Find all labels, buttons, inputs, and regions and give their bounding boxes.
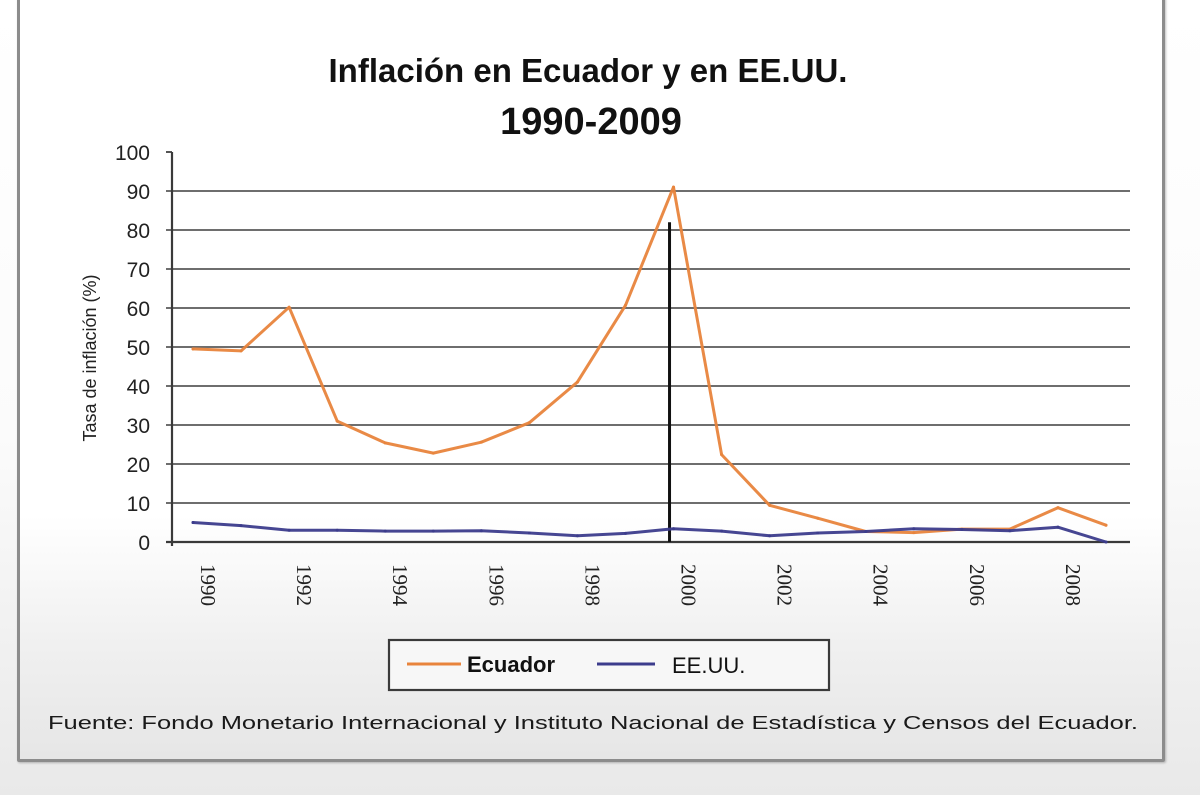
data-point-eeuu xyxy=(383,529,387,533)
data-point-ecuador xyxy=(768,503,772,507)
y-tick-label: 0 xyxy=(138,532,150,555)
y-tick-label: 80 xyxy=(127,220,150,243)
y-tick-label: 10 xyxy=(127,493,150,516)
data-point-ecuador xyxy=(816,516,820,520)
data-point-ecuador xyxy=(1056,506,1060,510)
data-point-eeuu xyxy=(960,528,964,532)
chart-frame xyxy=(17,0,1165,762)
data-point-eeuu xyxy=(431,529,435,533)
x-tick-label: 2002 xyxy=(773,564,797,606)
data-point-eeuu xyxy=(335,528,339,532)
data-point-ecuador xyxy=(479,440,483,444)
data-point-ecuador xyxy=(623,303,627,307)
x-tick-label: 2008 xyxy=(1061,564,1085,606)
data-point-ecuador xyxy=(672,185,676,189)
data-point-eeuu xyxy=(527,531,531,535)
data-point-eeuu xyxy=(239,524,243,528)
data-point-ecuador xyxy=(912,531,916,535)
y-axis-label: Tasa de inflación (%) xyxy=(80,274,100,441)
y-tick-label: 30 xyxy=(127,415,150,438)
series-line-ecuador xyxy=(191,185,1108,535)
axes xyxy=(166,152,1130,546)
x-tick-label: 1996 xyxy=(484,564,508,606)
y-tick-label: 60 xyxy=(127,298,150,321)
x-tick-label: 1994 xyxy=(388,564,412,607)
y-tick-label: 90 xyxy=(127,181,150,204)
legend-label-eeuu: EE.UU. xyxy=(672,653,745,678)
data-point-eeuu xyxy=(1056,525,1060,529)
x-tick-label: 2000 xyxy=(677,564,701,606)
data-point-ecuador xyxy=(239,349,243,353)
y-tick-label: 40 xyxy=(127,376,150,399)
data-point-ecuador xyxy=(383,441,387,445)
series xyxy=(191,185,1108,544)
data-point-ecuador xyxy=(431,451,435,455)
data-point-ecuador xyxy=(335,419,339,423)
data-point-eeuu xyxy=(1104,540,1108,544)
data-point-ecuador xyxy=(575,380,579,384)
data-point-eeuu xyxy=(479,529,483,533)
y-tick-label: 20 xyxy=(127,454,150,477)
x-tick-label: 1998 xyxy=(580,564,604,606)
data-point-eeuu xyxy=(864,529,868,533)
data-point-ecuador xyxy=(720,453,724,457)
data-point-ecuador xyxy=(287,305,291,309)
source-note: Fuente: Fondo Monetario Internacional y … xyxy=(48,712,1138,733)
data-point-ecuador xyxy=(1104,523,1108,527)
data-point-ecuador xyxy=(527,421,531,425)
x-tick-label: 2006 xyxy=(965,564,989,606)
legend: Ecuador EE.UU. xyxy=(387,638,831,692)
gridlines xyxy=(166,151,1130,504)
x-tick-label: 1990 xyxy=(196,564,220,606)
x-axis-ticks: 1990 1992 1994 1996 1998 2000 2002 2004 2006 2008 xyxy=(196,564,1085,607)
x-tick-label: 2004 xyxy=(869,564,893,607)
data-point-eeuu xyxy=(1008,529,1012,533)
chart-title: Inflación en Ecuador y en EE.UU. xyxy=(329,52,848,89)
chart-subtitle: 1990-2009 xyxy=(500,101,682,143)
y-tick-label: 100 xyxy=(115,142,150,165)
data-point-eeuu xyxy=(816,531,820,535)
data-point-eeuu xyxy=(575,534,579,538)
legend-label-ecuador: Ecuador xyxy=(467,652,555,677)
data-point-eeuu xyxy=(623,531,627,535)
data-point-eeuu xyxy=(768,534,772,538)
data-point-eeuu xyxy=(191,521,195,524)
data-point-eeuu xyxy=(672,527,676,531)
data-point-eeuu xyxy=(720,529,724,533)
series-line-eeuu xyxy=(191,521,1108,544)
data-point-eeuu xyxy=(287,528,291,532)
y-tick-label: 70 xyxy=(127,259,150,282)
x-tick-label: 1992 xyxy=(292,564,316,606)
y-tick-label: 50 xyxy=(127,337,150,360)
data-point-ecuador xyxy=(191,347,195,351)
y-axis-ticks: 0 10 20 30 40 50 60 70 80 90 100 xyxy=(115,142,150,555)
data-point-eeuu xyxy=(912,527,916,531)
